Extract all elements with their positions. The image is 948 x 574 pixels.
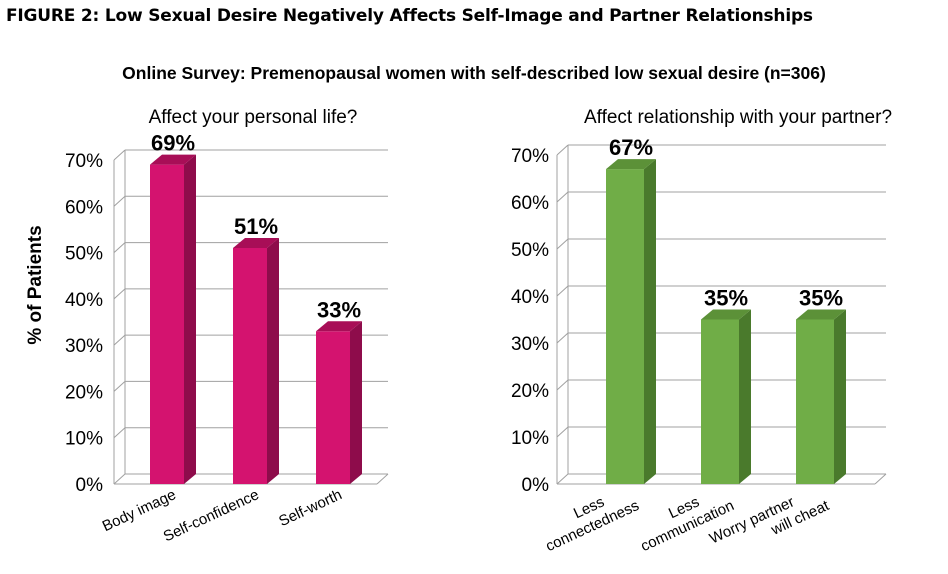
left-bar-top <box>150 154 196 165</box>
survey-title: Online Survey: Premenopausal women with … <box>122 63 826 83</box>
left-category-line: Self-confidence <box>161 486 262 545</box>
right-chart: 0% 10% 20% 30% 40% 50% 60% 70% Affect relationsh… <box>511 107 892 563</box>
left-grid-side <box>113 427 126 439</box>
y-axis-label: % of Patients <box>25 225 46 344</box>
right-chart-title: Affect relationship with your partner? <box>584 107 892 128</box>
right-ytick-label: 60% <box>511 193 549 214</box>
left-ytick-label: 50% <box>65 244 103 265</box>
right-ytick-label: 0% <box>522 475 550 496</box>
left-grid-side <box>113 334 126 346</box>
left-category-line: Self-worth <box>276 486 344 530</box>
left-category-label: Self-confidence <box>161 486 262 545</box>
right-ytick-label: 20% <box>511 381 549 402</box>
left-bar-top <box>233 237 279 248</box>
left-category-label: Self-worth <box>276 486 344 530</box>
left-bar-side <box>267 237 279 484</box>
right-data-label: 35% <box>799 286 843 311</box>
right-grid-side <box>556 238 569 250</box>
left-data-label: 51% <box>234 214 278 239</box>
left-ytick-label: 60% <box>65 197 103 218</box>
left-bar-side <box>350 321 362 484</box>
left-data-label: 33% <box>317 297 361 322</box>
right-bar <box>701 319 739 484</box>
right-grid-side <box>556 144 569 156</box>
right-bar-side <box>834 309 846 484</box>
left-ytick-label: 10% <box>65 429 103 450</box>
right-category-label: Lessconnectedness <box>536 481 642 555</box>
left-ytick-label: 20% <box>65 382 103 403</box>
left-ytick-label: 40% <box>65 290 103 311</box>
left-grid-side <box>113 149 126 161</box>
right-data-label: 67% <box>609 135 653 160</box>
right-grid-side <box>556 191 569 203</box>
right-bar <box>606 169 644 484</box>
left-grid-side <box>113 288 126 300</box>
left-chart-title: Affect your personal life? <box>149 107 358 128</box>
right-bar-top <box>606 159 656 170</box>
right-grid-side <box>556 285 569 297</box>
right-ytick-label: 70% <box>511 146 549 167</box>
left-ytick-label: 30% <box>65 336 103 357</box>
right-category-label: Worry partnerwill cheat <box>707 480 833 563</box>
right-data-label: 35% <box>704 286 748 311</box>
left-data-label: 69% <box>151 131 195 156</box>
left-bar <box>316 331 350 484</box>
left-bar <box>150 164 184 484</box>
left-grid-side <box>113 195 126 207</box>
left-bar-side <box>184 154 196 484</box>
right-grid-side <box>556 379 569 391</box>
right-grid-side <box>556 426 569 438</box>
right-ytick-label: 50% <box>511 240 549 261</box>
right-floor-side <box>874 473 887 485</box>
left-chart: 0% 10% 20% 30% 40% 50% 60% 70% Affect your perso… <box>25 107 389 545</box>
left-ytick-label: 0% <box>76 475 104 496</box>
right-grid-side <box>556 332 569 344</box>
left-ytick-label: 70% <box>65 151 103 172</box>
left-floor-side <box>376 473 389 485</box>
left-bar-top <box>316 321 362 332</box>
left-grid-side <box>113 473 126 485</box>
right-grid-side <box>556 473 569 485</box>
left-grid-side <box>113 381 126 392</box>
figure-title: FIGURE 2: Low Sexual Desire Negatively A… <box>6 6 813 26</box>
right-bar-top <box>701 309 751 320</box>
right-ytick-label: 10% <box>511 428 549 449</box>
left-grid-side <box>113 242 126 253</box>
right-ytick-label: 30% <box>511 334 549 355</box>
right-bar <box>796 319 834 484</box>
right-ytick-label: 40% <box>511 287 549 308</box>
left-bar <box>233 247 267 484</box>
right-bar-side <box>739 309 751 484</box>
right-bar-side <box>644 159 656 484</box>
right-bar-top <box>796 309 846 320</box>
